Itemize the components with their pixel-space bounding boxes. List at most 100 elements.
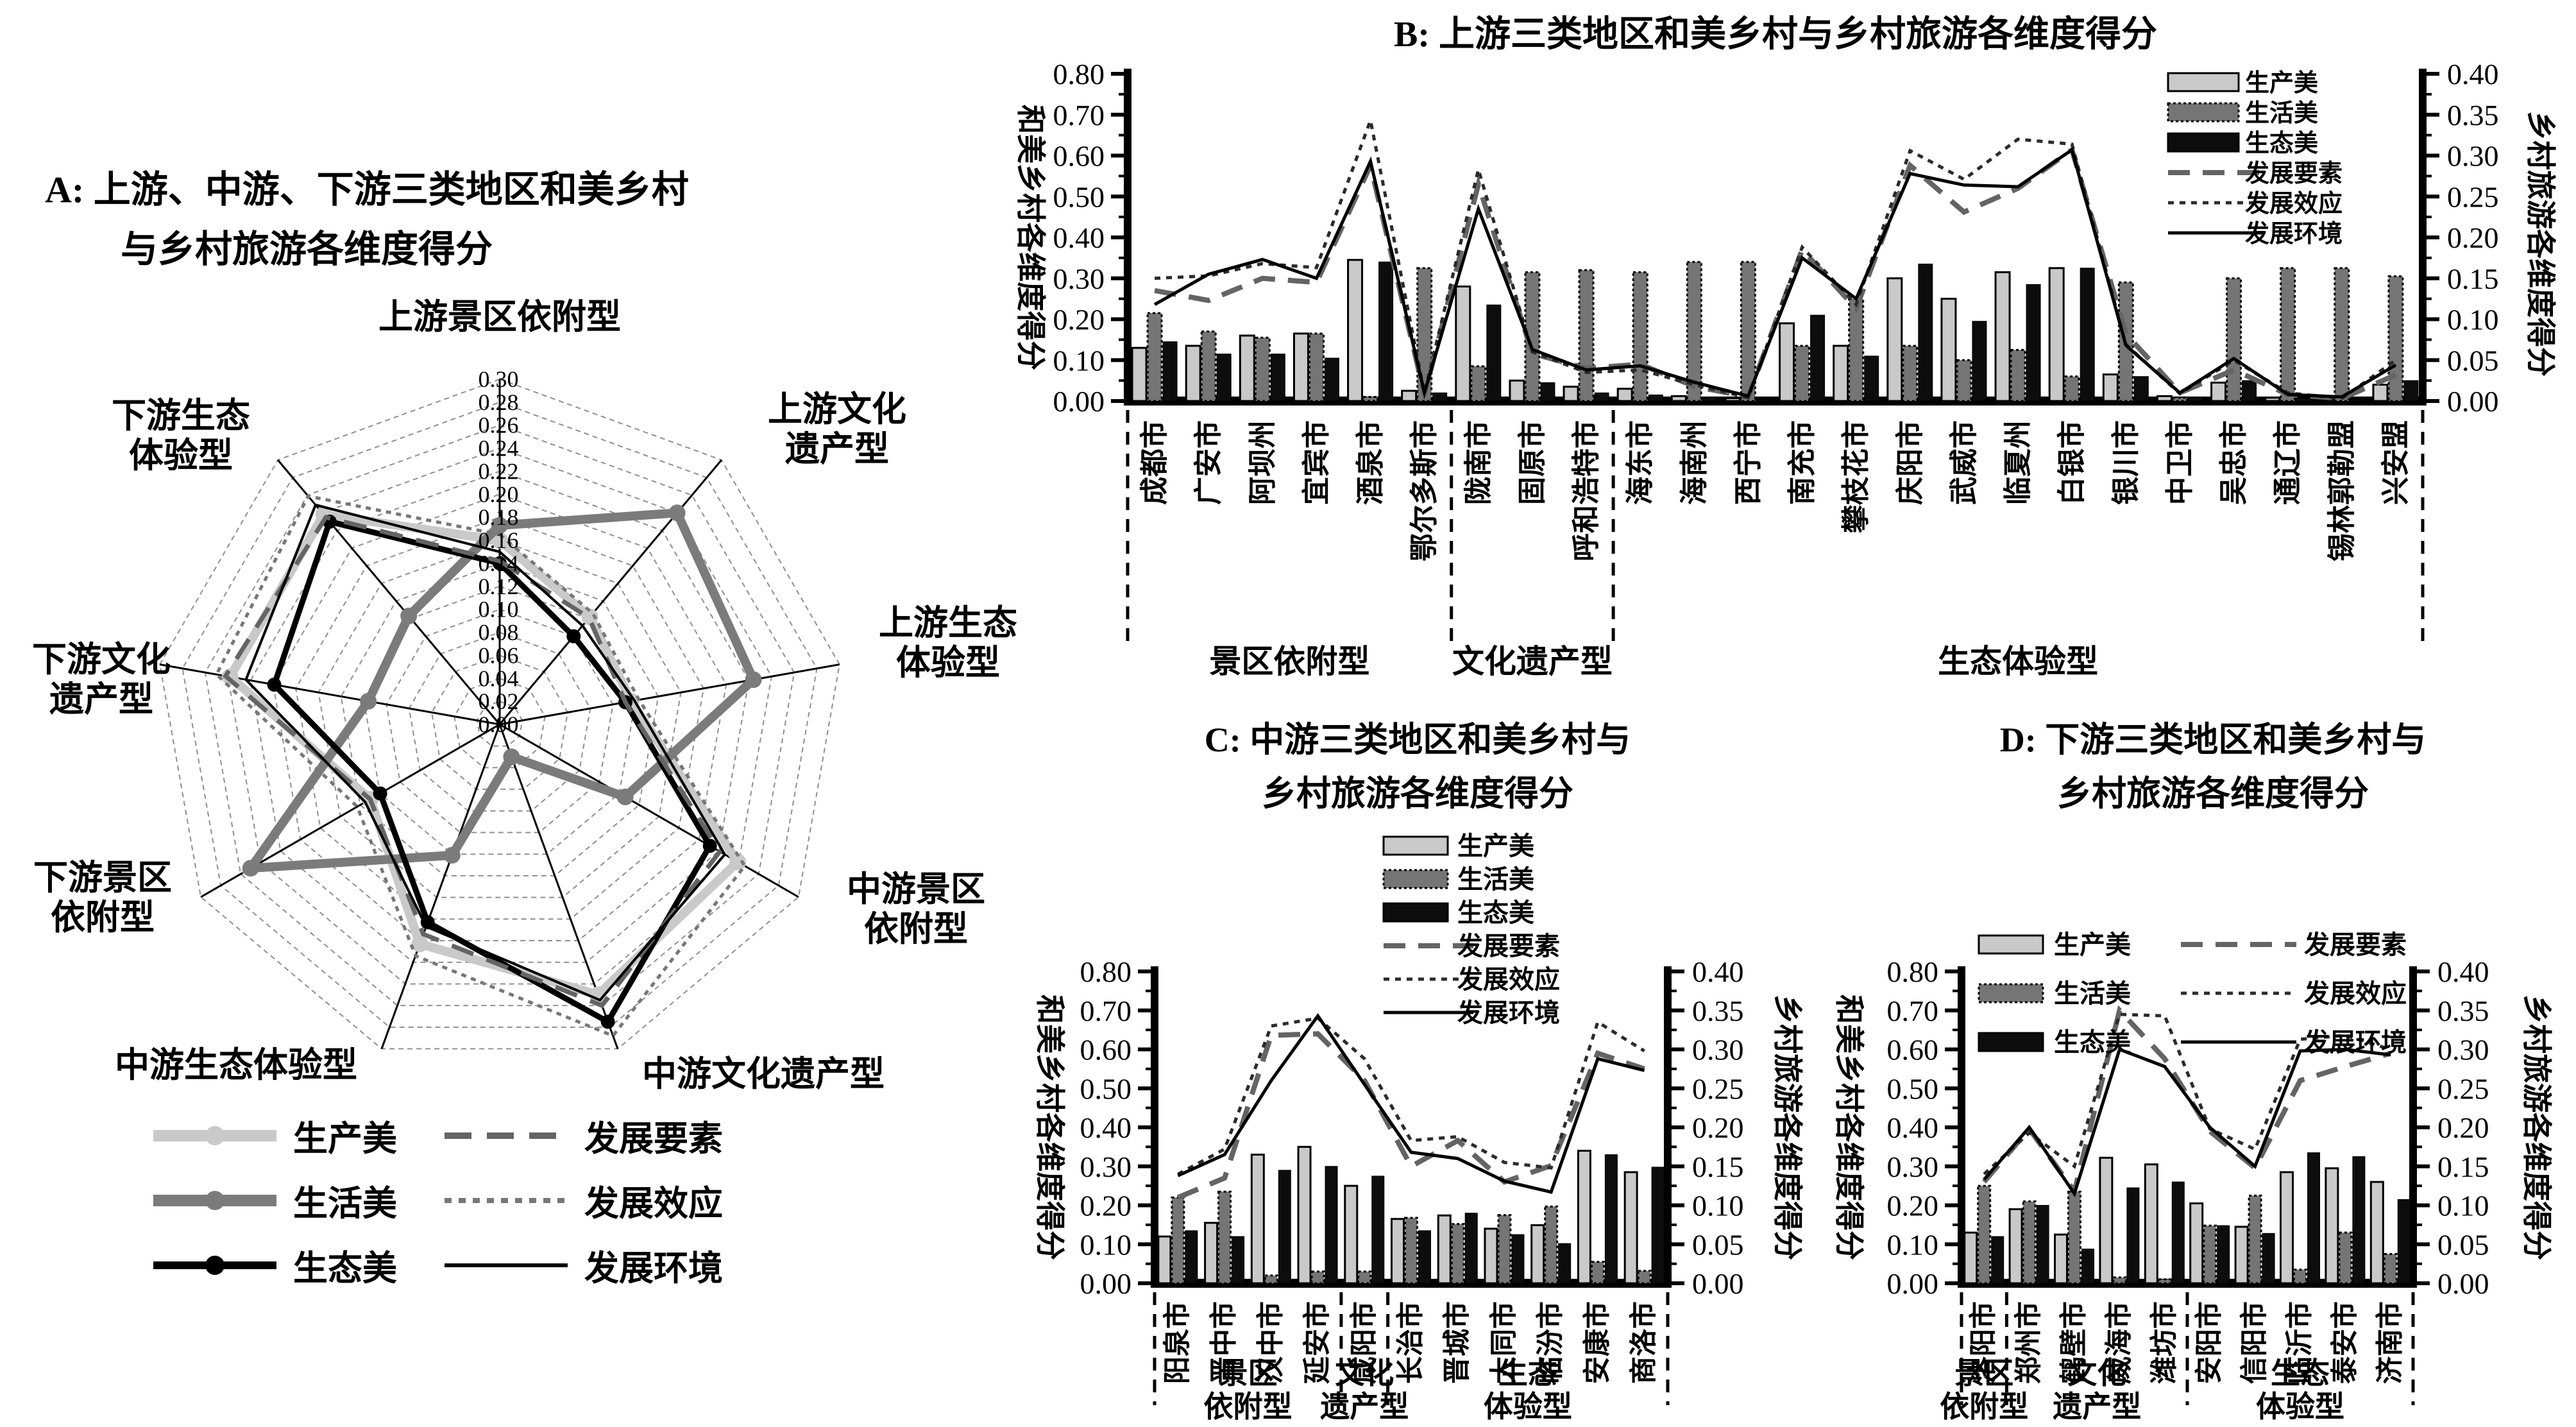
svg-text:0.30: 0.30 (1692, 1034, 1744, 1066)
svg-text:咸阳市: 咸阳市 (1349, 1301, 1380, 1384)
legend-swatch-生产美 (153, 1125, 276, 1145)
svg-text:宜宾市: 宜宾市 (1301, 420, 1332, 505)
svg-text:0.15: 0.15 (2447, 262, 2499, 295)
line-发展环境 (1983, 1047, 2391, 1197)
svg-text:安康市: 安康市 (1582, 1301, 1613, 1384)
svg-text:下游文化: 下游文化 (32, 640, 171, 679)
svg-text:0.40: 0.40 (1080, 1111, 1132, 1144)
radar-series-生态美 (267, 515, 717, 1029)
legend-label-生活美: 生活美 (2054, 979, 2131, 1008)
line-发展效应 (1154, 114, 2397, 400)
legend-label-生产美: 生产美 (2054, 930, 2131, 959)
bars-生态美 (1162, 261, 2419, 402)
legend-swatch-生态美 (153, 1255, 276, 1275)
bars-生产美 (1963, 1156, 2384, 1285)
svg-text:通辽市: 通辽市 (2272, 420, 2303, 505)
panel-a-legend-column: 生产美 生活美 生态美 (151, 1110, 397, 1290)
panel-a-title: A: 上游、中游、下游三类地区和美乡村 与乡村旅游各维度得分 (45, 160, 943, 280)
svg-text:0.20: 0.20 (1692, 1111, 1744, 1144)
svg-text:依附型: 依附型 (1940, 1390, 2028, 1423)
svg-text:长治市: 长治市 (1396, 1301, 1427, 1384)
bar-series (1157, 1145, 1665, 1285)
svg-text:0.10: 0.10 (1692, 1190, 1744, 1222)
svg-text:汉中市: 汉中市 (1255, 1301, 1286, 1384)
svg-text:0.00: 0.00 (479, 712, 519, 737)
svg-text:上游景区依附型: 上游景区依附型 (378, 298, 621, 336)
legend-label-发展效应: 发展效应 (1457, 965, 1560, 994)
svg-text:文化: 文化 (2067, 1357, 2126, 1390)
svg-text:0.18: 0.18 (479, 504, 519, 530)
legend-swatch-生态美 (1382, 902, 1449, 923)
svg-text:武威市: 武威市 (1948, 420, 1979, 505)
svg-text:0.30: 0.30 (1080, 1150, 1132, 1183)
svg-text:上游文化: 上游文化 (768, 390, 906, 429)
legend-label-发展要素: 发展要素 (1457, 932, 1560, 961)
svg-text:体验型: 体验型 (896, 644, 1000, 682)
svg-text:0.80: 0.80 (1053, 58, 1105, 90)
svg-text:0.00: 0.00 (2437, 1267, 2489, 1300)
group-labels: 景区依附型 文化遗产型 生态体验型 (1126, 410, 2425, 679)
legend-label-发展效应: 发展效应 (2304, 979, 2407, 1008)
legend-label-发展要素: 发展要素 (2304, 930, 2407, 959)
svg-text:0.40: 0.40 (1887, 1111, 1939, 1144)
group-labels: 景区依附型 文化遗产型 生态体验型 (1940, 1292, 2415, 1423)
legend-label-生产美: 生产美 (2245, 70, 2318, 97)
line-发展要素 (1176, 1031, 1645, 1201)
svg-text:0.40: 0.40 (1692, 955, 1744, 988)
svg-text:南充市: 南充市 (1786, 420, 1818, 505)
svg-text:0.50: 0.50 (1053, 180, 1105, 213)
svg-text:陇南市: 陇南市 (1462, 420, 1494, 505)
city-labels: 阳泉市 晋中市 汉中市 延安市 咸阳市 长治市 晋城市 大同市 临汾市 安康市 商洛市 (1162, 1301, 1659, 1384)
svg-text:庆阳市: 庆阳市 (1894, 420, 1926, 505)
svg-text:0.50: 0.50 (1887, 1072, 1939, 1105)
svg-text:0.70: 0.70 (1053, 99, 1105, 132)
svg-text:呼和浩特市: 呼和浩特市 (1571, 420, 1602, 561)
svg-text:遗产型: 遗产型 (2053, 1390, 2141, 1423)
svg-text:0.05: 0.05 (2447, 344, 2499, 377)
svg-text:济南市: 济南市 (2375, 1301, 2405, 1384)
legend-item-发展环境: 发展环境 (442, 1240, 723, 1290)
svg-text:0.08: 0.08 (479, 620, 519, 645)
svg-text:攀枝花市: 攀枝花市 (1840, 420, 1872, 534)
svg-text:0.30: 0.30 (479, 366, 519, 392)
axes: 0.00 0.10 0.20 0.30 0.40 0.50 0.60 0.70 0.80 0.00… (1053, 58, 2499, 418)
svg-text:0.20: 0.20 (1053, 303, 1105, 336)
svg-text:中卫市: 中卫市 (2164, 420, 2196, 505)
svg-text:0.20: 0.20 (1080, 1190, 1132, 1222)
legend-label: 发展要素 (584, 1120, 723, 1158)
legend-swatch-生产美 (1382, 835, 1449, 856)
axes: 0.00 0.10 0.20 0.30 0.40 0.50 0.60 0.70 0.80 0.00… (1887, 955, 2489, 1300)
svg-text:体验型: 体验型 (129, 436, 233, 475)
svg-text:0.26: 0.26 (479, 413, 519, 438)
legend-swatch-生态美 (2167, 132, 2240, 153)
svg-text:酒泉市: 酒泉市 (1355, 420, 1386, 505)
svg-text:晋中市: 晋中市 (1209, 1301, 1240, 1384)
bars-生活美 (1146, 261, 2404, 402)
panel-c-chart: 0.00 0.10 0.20 0.30 0.40 0.50 0.60 0.70 0.80 0.00… (1080, 832, 1744, 1423)
legend-item-生态美: 生态美 (151, 1240, 397, 1290)
panel-d-title-line2: 乡村旅游各维度得分 (2057, 774, 2369, 813)
svg-text:商洛市: 商洛市 (1629, 1301, 1659, 1384)
svg-text:中游文化遗产型: 中游文化遗产型 (642, 1055, 885, 1093)
svg-text:遗产型: 遗产型 (1320, 1390, 1409, 1423)
svg-text:鄂尔多斯市: 鄂尔多斯市 (1409, 420, 1440, 561)
legend-label-生产美: 生产美 (1457, 832, 1534, 860)
svg-text:0.80: 0.80 (1080, 955, 1132, 988)
panel-c-title-line1: C: 中游三类地区和美乡村与 (1204, 721, 1631, 759)
bars-生产美 (1131, 259, 2389, 402)
svg-text:0.10: 0.10 (1080, 1228, 1132, 1261)
svg-text:体验型: 体验型 (1484, 1390, 1572, 1423)
svg-text:广安市: 广安市 (1193, 420, 1224, 505)
svg-text:临夏州: 临夏州 (2003, 420, 2034, 505)
svg-text:0.70: 0.70 (1887, 995, 1939, 1027)
svg-text:0.02: 0.02 (479, 688, 519, 714)
svg-text:临沂市: 临沂市 (2285, 1301, 2316, 1384)
radar-chart: 0.300.280.260.240.220.200.180.160.140.12… (32, 298, 1017, 1093)
svg-text:0.00: 0.00 (1692, 1267, 1744, 1300)
svg-text:下游景区: 下游景区 (33, 859, 172, 897)
svg-text:文化: 文化 (1335, 1357, 1394, 1390)
svg-text:中游景区: 中游景区 (847, 870, 985, 909)
